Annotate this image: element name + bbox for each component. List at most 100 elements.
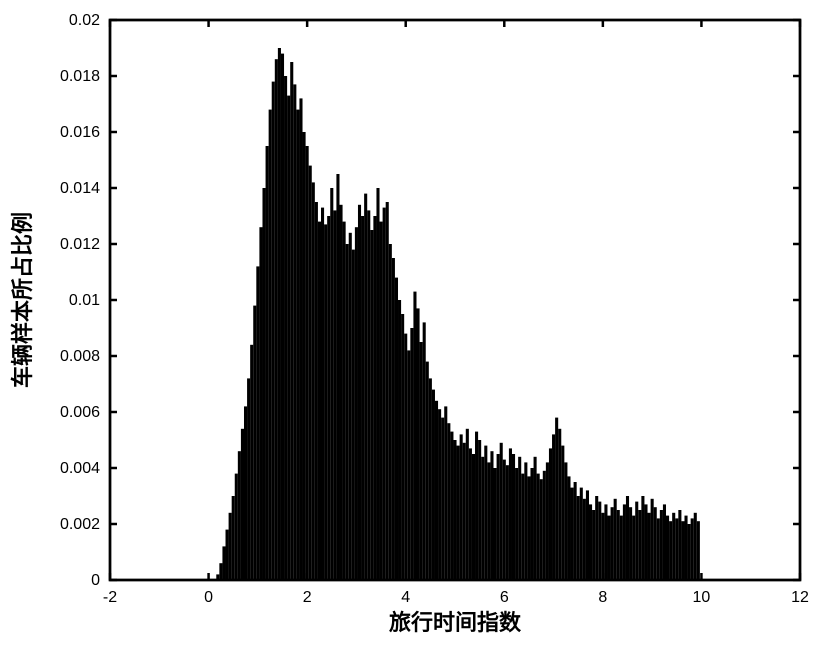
- histogram-bar: [232, 496, 235, 580]
- histogram-bar: [219, 563, 222, 580]
- histogram-bar: [318, 222, 321, 580]
- y-axis-label: 车辆样本所占比例: [10, 212, 35, 388]
- histogram-bar: [697, 521, 700, 580]
- histogram-bar: [383, 208, 386, 580]
- y-tick-label: 0.004: [60, 460, 100, 477]
- histogram-bar: [577, 496, 580, 580]
- histogram-bar: [669, 521, 672, 580]
- histogram-bar: [423, 322, 426, 580]
- histogram-bar: [595, 496, 598, 580]
- histogram-bar: [453, 440, 456, 580]
- y-tick-label: 0.012: [60, 236, 100, 253]
- y-tick-label: 0.02: [69, 12, 100, 29]
- histogram-bar: [395, 278, 398, 580]
- histogram-bar: [321, 208, 324, 580]
- histogram-bar: [392, 258, 395, 580]
- x-tick-label: 6: [500, 589, 509, 606]
- histogram-bar: [620, 516, 623, 580]
- histogram-bar: [281, 54, 284, 580]
- histogram-bar: [226, 530, 229, 580]
- histogram-bar: [241, 429, 244, 580]
- histogram-bar: [626, 496, 629, 580]
- histogram-bar: [524, 462, 527, 580]
- histogram-bar: [339, 205, 342, 580]
- histogram-bar: [420, 342, 423, 580]
- histogram-bar: [688, 524, 691, 580]
- histogram-bar: [290, 62, 293, 580]
- histogram-bar: [484, 446, 487, 580]
- histogram-bar: [666, 516, 669, 580]
- histogram-bar: [367, 210, 370, 580]
- histogram-bar: [303, 132, 306, 580]
- histogram-bar: [509, 448, 512, 580]
- histogram-bar: [654, 507, 657, 580]
- histogram-bar: [426, 362, 429, 580]
- histogram-bar: [527, 476, 530, 580]
- histogram-bar: [266, 146, 269, 580]
- histogram-bar: [549, 448, 552, 580]
- histogram-bar: [349, 233, 352, 580]
- histogram-bar: [678, 510, 681, 580]
- histogram-bar: [238, 451, 241, 580]
- histogram-bar: [253, 306, 256, 580]
- histogram-bar: [681, 521, 684, 580]
- histogram-bar: [309, 166, 312, 580]
- y-tick-label: 0: [91, 572, 100, 589]
- histogram-bar: [583, 499, 586, 580]
- histogram-bar: [269, 110, 272, 580]
- x-tick-label: 12: [791, 589, 809, 606]
- histogram-bar: [537, 474, 540, 580]
- histogram-bar: [343, 222, 346, 580]
- histogram-bar: [657, 518, 660, 580]
- histogram-bar: [373, 216, 376, 580]
- y-tick-label: 0.01: [69, 292, 100, 309]
- y-tick-label: 0.018: [60, 68, 100, 85]
- histogram-bar: [574, 482, 577, 580]
- histogram-bar: [432, 390, 435, 580]
- histogram-bar: [552, 434, 555, 580]
- histogram-bar: [500, 443, 503, 580]
- histogram-bar: [638, 510, 641, 580]
- histogram-bar: [358, 205, 361, 580]
- histogram-bar: [534, 457, 537, 580]
- histogram-bar: [376, 188, 379, 580]
- histogram-bar: [543, 471, 546, 580]
- histogram-bar: [370, 230, 373, 580]
- histogram-bar: [617, 510, 620, 580]
- histogram-bar: [450, 432, 453, 580]
- histogram-bar: [293, 84, 296, 580]
- histogram-bar: [229, 513, 232, 580]
- histogram-chart: -202468101200.0020.0040.0060.0080.010.01…: [0, 0, 828, 649]
- x-tick-label: 10: [693, 589, 711, 606]
- histogram-bar: [475, 432, 478, 580]
- histogram-bar: [651, 499, 654, 580]
- histogram-bar: [614, 499, 617, 580]
- histogram-bar: [398, 300, 401, 580]
- histogram-bar: [438, 409, 441, 580]
- histogram-bar: [287, 96, 290, 580]
- histogram-bar: [567, 476, 570, 580]
- histogram-bar: [684, 516, 687, 580]
- histogram-bar: [555, 418, 558, 580]
- y-tick-label: 0.006: [60, 404, 100, 421]
- histogram-bar: [490, 451, 493, 580]
- histogram-bar: [457, 446, 460, 580]
- histogram-bar: [607, 516, 610, 580]
- histogram-bar: [546, 462, 549, 580]
- histogram-bar: [564, 462, 567, 580]
- histogram-bar: [275, 59, 278, 580]
- histogram-bar: [386, 202, 389, 580]
- y-tick-label: 0.016: [60, 124, 100, 141]
- histogram-bar: [278, 48, 281, 580]
- histogram-bar: [663, 504, 666, 580]
- histogram-bar: [296, 110, 299, 580]
- histogram-bar: [672, 513, 675, 580]
- x-tick-label: 2: [303, 589, 312, 606]
- histogram-bar: [247, 378, 250, 580]
- histogram-bar: [222, 546, 225, 580]
- histogram-bar: [540, 479, 543, 580]
- histogram-bar: [466, 429, 469, 580]
- y-tick-label: 0.002: [60, 516, 100, 533]
- histogram-bar: [512, 454, 515, 580]
- histogram-bar: [404, 334, 407, 580]
